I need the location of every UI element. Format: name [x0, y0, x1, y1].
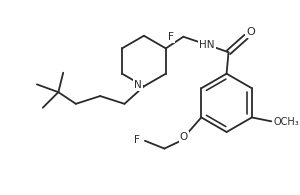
Text: F: F	[134, 135, 140, 145]
Text: OCH₃: OCH₃	[274, 117, 300, 127]
Text: O: O	[247, 27, 255, 37]
Text: HN: HN	[200, 40, 215, 50]
Text: F: F	[168, 32, 174, 42]
Text: O: O	[180, 132, 188, 142]
Text: N: N	[134, 80, 142, 90]
